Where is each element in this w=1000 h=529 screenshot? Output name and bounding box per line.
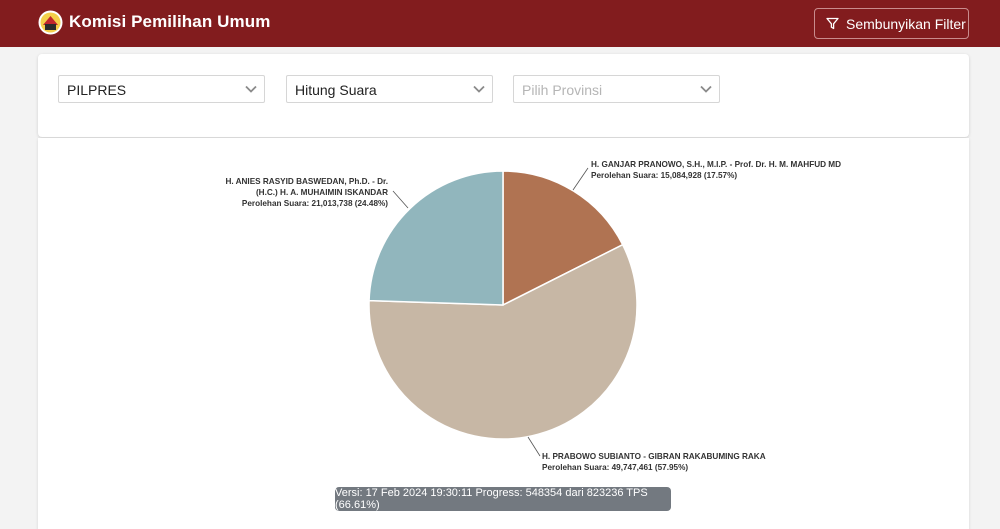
- slice-label-votes: Perolehan Suara: 49,747,461 (57.95%): [542, 463, 688, 472]
- chart-panel: H. GANJAR PRANOWO, S.H., M.I.P. - Prof. …: [38, 138, 969, 529]
- election-type-value: PILPRES: [67, 82, 127, 98]
- pie-slice[interactable]: [368, 170, 504, 306]
- slice-label-name: H. PRABOWO SUBIANTO - GIBRAN RAKABUMING …: [542, 452, 766, 461]
- chevron-down-icon: [700, 85, 712, 93]
- province-select[interactable]: Pilih Provinsi: [513, 75, 720, 103]
- count-type-value: Hitung Suara: [295, 82, 377, 98]
- version-badge: Versi: 17 Feb 2024 19:30:11 Progress: 54…: [335, 487, 671, 511]
- election-type-select[interactable]: PILPRES: [58, 75, 265, 103]
- top-bar: Komisi Pemilihan Umum Sembunyikan Filter: [0, 0, 1000, 47]
- label-leader-line: [392, 190, 409, 209]
- slice-label-votes: Perolehan Suara: 21,013,738 (24.48%): [242, 199, 388, 208]
- slice-label-name: H. ANIES RASYID BASWEDAN, Ph.D. - Dr.: [225, 177, 388, 186]
- pie-slice[interactable]: [368, 243, 638, 440]
- label-leader-line: [572, 167, 589, 191]
- chevron-down-icon: [473, 85, 485, 93]
- filter-icon: [826, 17, 839, 30]
- count-type-select[interactable]: Hitung Suara: [286, 75, 493, 103]
- hide-filter-label: Sembunyikan Filter: [846, 15, 966, 32]
- label-leader-line: [527, 436, 541, 457]
- hide-filter-button[interactable]: Sembunyikan Filter: [814, 8, 969, 39]
- slice-label-name: H. GANJAR PRANOWO, S.H., M.I.P. - Prof. …: [591, 160, 841, 169]
- province-placeholder: Pilih Provinsi: [522, 82, 603, 98]
- pie-slice[interactable]: [502, 170, 624, 307]
- chevron-down-icon: [245, 85, 257, 93]
- slice-label-votes: Perolehan Suara: 15,084,928 (17.57%): [591, 171, 737, 180]
- slice-label-name: (H.C.) H. A. MUHAIMIN ISKANDAR: [256, 188, 388, 197]
- app-title[interactable]: Komisi Pemilihan Umum: [69, 12, 271, 31]
- filter-panel: PILPRES Hitung Suara Pilih Provinsi: [38, 54, 969, 137]
- kpu-logo-icon[interactable]: [38, 10, 63, 35]
- pie-chart: H. GANJAR PRANOWO, S.H., M.I.P. - Prof. …: [225, 160, 841, 472]
